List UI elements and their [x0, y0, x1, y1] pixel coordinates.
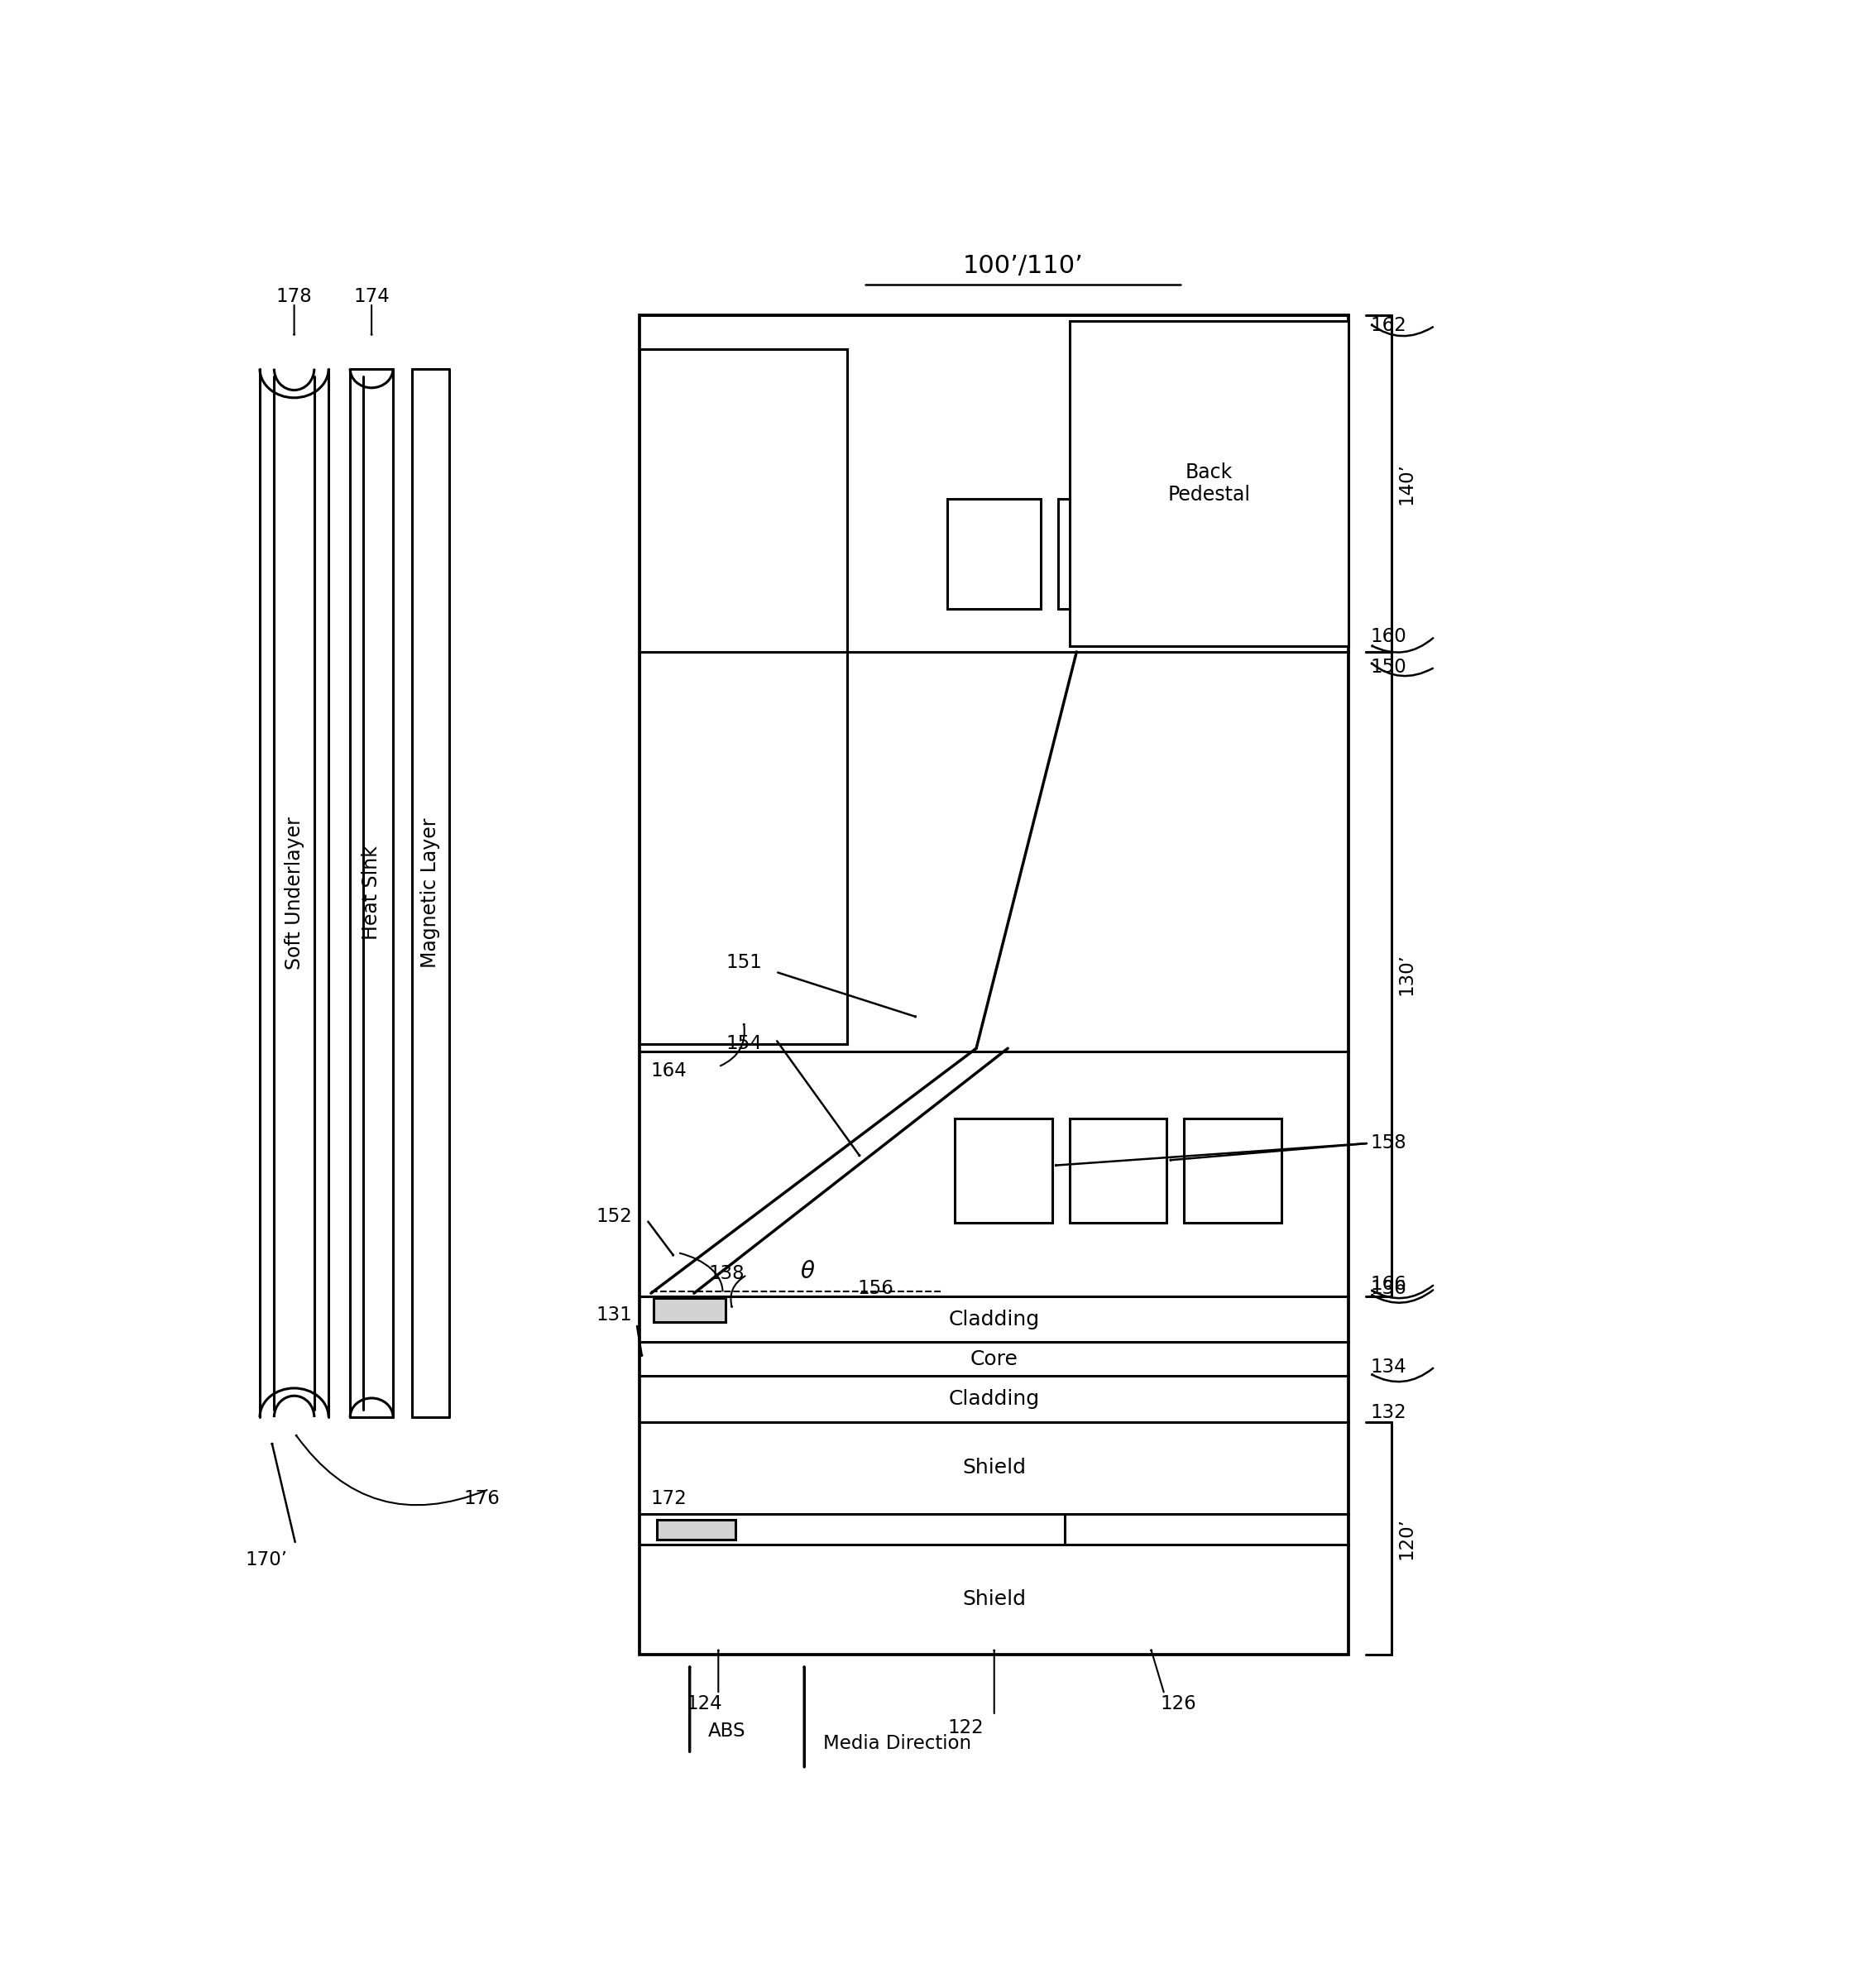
Text: Cladding: Cladding	[949, 1310, 1039, 1330]
Text: 100’/110’: 100’/110’	[963, 254, 1084, 278]
Text: 131: 131	[595, 1306, 632, 1324]
Bar	[1058, 499, 1152, 608]
Text: Media Direction: Media Direction	[823, 1734, 971, 1753]
Bar	[640, 348, 847, 1044]
Text: 152: 152	[595, 1207, 632, 1227]
Text: ABS: ABS	[708, 1722, 745, 1741]
Text: Shield: Shield	[961, 1457, 1026, 1477]
Text: 166: 166	[1370, 1274, 1407, 1294]
Text: 134: 134	[1370, 1358, 1407, 1376]
Text: 176: 176	[464, 1489, 499, 1507]
Text: 162: 162	[1370, 316, 1407, 336]
Bar	[1183, 1119, 1281, 1223]
Text: 130’: 130’	[1396, 952, 1416, 996]
Bar	[640, 314, 1348, 1654]
Text: 126: 126	[1161, 1694, 1196, 1714]
Text: Magnetic Layer: Magnetic Layer	[420, 817, 440, 968]
Text: Cladding: Cladding	[949, 1390, 1039, 1409]
Text: 174: 174	[353, 286, 390, 306]
Bar	[1169, 499, 1261, 608]
Text: 164: 164	[651, 1062, 688, 1081]
Bar	[1069, 1119, 1167, 1223]
Text: 156: 156	[858, 1278, 893, 1298]
Text: 138: 138	[708, 1264, 745, 1282]
Text: 154: 154	[725, 1034, 762, 1054]
Text: 120’: 120’	[1396, 1517, 1416, 1559]
Bar	[655, 1298, 725, 1322]
Text: 122: 122	[947, 1718, 984, 1738]
Text: 140’: 140’	[1396, 463, 1416, 505]
Text: 132: 132	[1370, 1404, 1407, 1421]
Text: 178: 178	[276, 286, 312, 306]
Bar	[949, 499, 1041, 608]
Text: $\theta$: $\theta$	[801, 1260, 815, 1284]
Text: Back
Pedestal: Back Pedestal	[1169, 461, 1250, 505]
Text: 160: 160	[1370, 626, 1407, 646]
Text: 170’: 170’	[246, 1551, 288, 1569]
Text: Heat Sink: Heat Sink	[362, 845, 381, 940]
Text: 158: 158	[1370, 1133, 1407, 1153]
Bar	[656, 1519, 736, 1539]
Text: 151: 151	[725, 952, 762, 972]
Text: 150: 150	[1370, 658, 1407, 676]
Bar	[1069, 322, 1348, 646]
Text: Core: Core	[971, 1350, 1019, 1370]
Text: 172: 172	[651, 1489, 688, 1507]
Text: 136: 136	[1370, 1278, 1407, 1298]
Bar	[954, 1119, 1052, 1223]
Text: Shield: Shield	[961, 1590, 1026, 1610]
Text: Soft Underlayer: Soft Underlayer	[285, 817, 303, 970]
Text: 124: 124	[686, 1694, 723, 1714]
